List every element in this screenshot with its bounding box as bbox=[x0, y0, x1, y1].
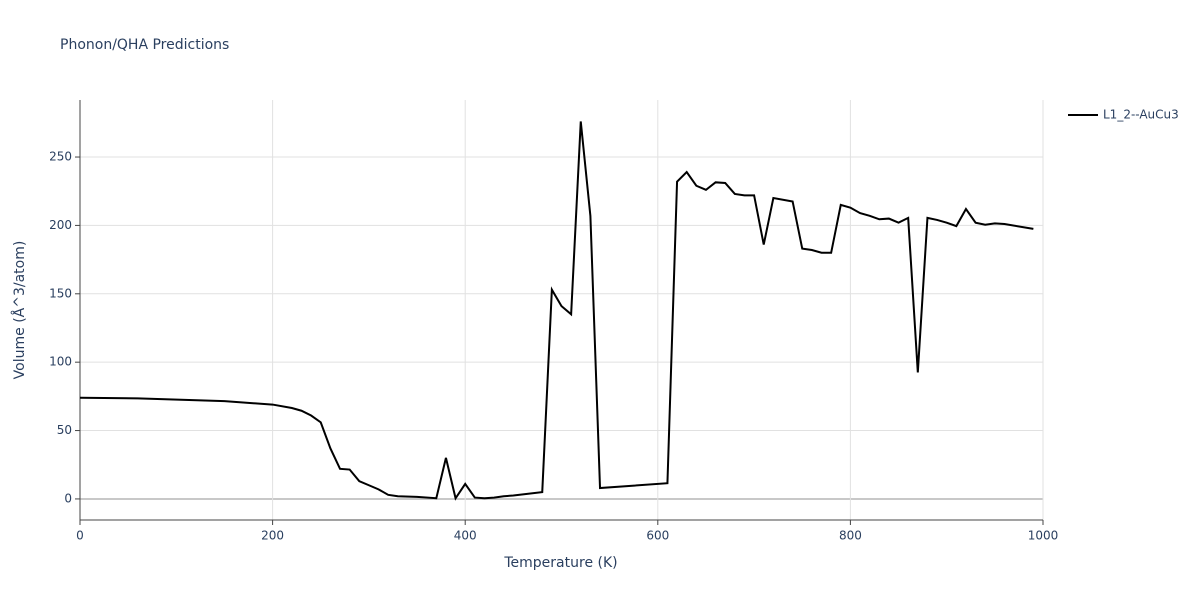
y-tick-label: 200 bbox=[49, 218, 72, 232]
y-tick-label: 150 bbox=[49, 286, 72, 300]
x-axis-title: Temperature (K) bbox=[503, 555, 617, 571]
y-tick-label: 100 bbox=[49, 355, 72, 369]
x-tick-label: 400 bbox=[454, 529, 477, 543]
y-axis-title: Volume (Å^3/atom) bbox=[11, 241, 28, 380]
line bbox=[79, 121, 1034, 501]
y-tick-label: 0 bbox=[64, 491, 72, 505]
x-tick-label: 600 bbox=[646, 529, 669, 543]
legend-label: L1_2--AuCu3 bbox=[1103, 108, 1179, 122]
y-tick-label: 250 bbox=[49, 150, 72, 164]
x-tick-label: 1000 bbox=[1028, 529, 1059, 543]
x-tick-label: 0 bbox=[76, 529, 84, 543]
y-tick-label: 50 bbox=[57, 423, 72, 437]
chart-title: Phonon/QHA Predictions bbox=[60, 37, 229, 53]
x-tick-label: 800 bbox=[839, 529, 862, 543]
x-tick-label: 200 bbox=[261, 529, 284, 543]
